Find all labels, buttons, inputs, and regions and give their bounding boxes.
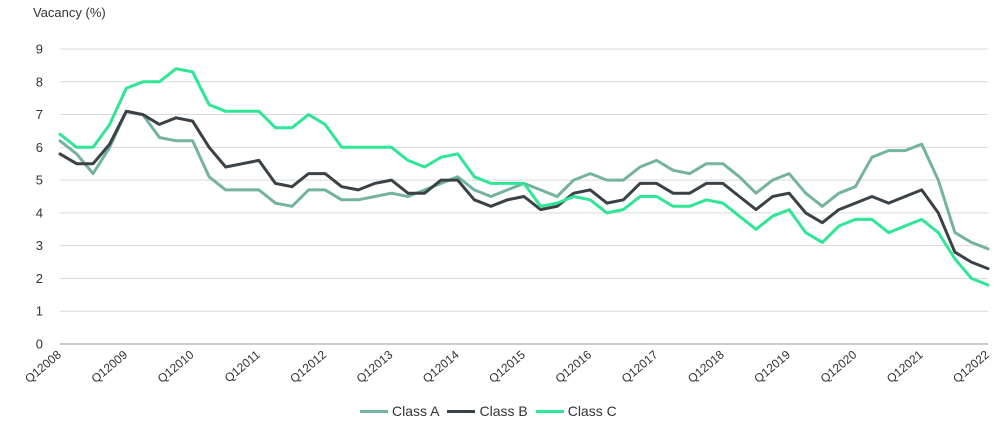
y-tick-labels: 0 1 2 3 4 5 6 7 8 9 — [36, 42, 43, 352]
series-line-class-c — [58, 67, 990, 287]
legend-swatch-class-a — [360, 409, 388, 413]
x-tick-labels: Q12008 Q12009 Q12010 Q12011 Q12012 Q12013 Q120… — [22, 347, 992, 385]
legend: Class A Class B Class C — [360, 403, 625, 419]
y-tick-label: 4 — [36, 205, 43, 220]
x-tick-label: Q12009 — [89, 347, 131, 385]
legend-item-class-b[interactable]: Class B — [447, 403, 528, 419]
y-axis-title: Vacancy (%) — [33, 5, 106, 20]
gridlines — [60, 48, 988, 345]
y-tick-label: 7 — [36, 107, 43, 122]
x-tick-label: Q12012 — [287, 347, 329, 385]
series-lines — [58, 67, 990, 287]
y-tick-label: 3 — [36, 238, 43, 253]
legend-swatch-class-b — [447, 409, 476, 413]
x-tick-label: Q12017 — [619, 347, 661, 385]
x-tick-label: Q12016 — [553, 347, 595, 385]
legend-item-class-a[interactable]: Class A — [360, 403, 439, 419]
y-tick-label: 8 — [36, 74, 43, 89]
x-tick-label: Q12008 — [22, 347, 64, 385]
x-tick-label: Q12013 — [354, 347, 396, 385]
x-tick-label: Q12021 — [884, 347, 926, 385]
line-chart: 0 1 2 3 4 5 6 7 8 9 Q12008 Q12009 Q12010 Q12011 Q1201… — [22, 42, 992, 386]
y-tick-label: 6 — [36, 140, 43, 155]
legend-swatch-class-c — [535, 409, 564, 413]
legend-label-class-c: Class C — [567, 403, 617, 419]
x-tick-label: Q12011 — [222, 347, 263, 385]
x-tick-label: Q12015 — [486, 347, 528, 385]
y-tick-label: 2 — [36, 271, 43, 286]
x-tick-label: Q12010 — [155, 347, 197, 385]
y-tick-label: 0 — [36, 337, 43, 352]
y-tick-label: 9 — [36, 42, 43, 57]
legend-label-class-b: Class B — [479, 403, 528, 419]
x-tick-label: Q12022 — [950, 347, 992, 385]
x-tick-label: Q12018 — [685, 347, 727, 385]
x-tick-label: Q12014 — [420, 347, 462, 385]
legend-item-class-c[interactable]: Class C — [535, 403, 617, 419]
x-tick-label: Q12020 — [818, 347, 860, 385]
x-tick-label: Q12019 — [751, 347, 793, 385]
legend-label-class-a: Class A — [392, 403, 440, 419]
series-line-class-b — [58, 109, 990, 271]
y-tick-label: 1 — [36, 304, 43, 319]
y-tick-label: 5 — [36, 173, 43, 188]
